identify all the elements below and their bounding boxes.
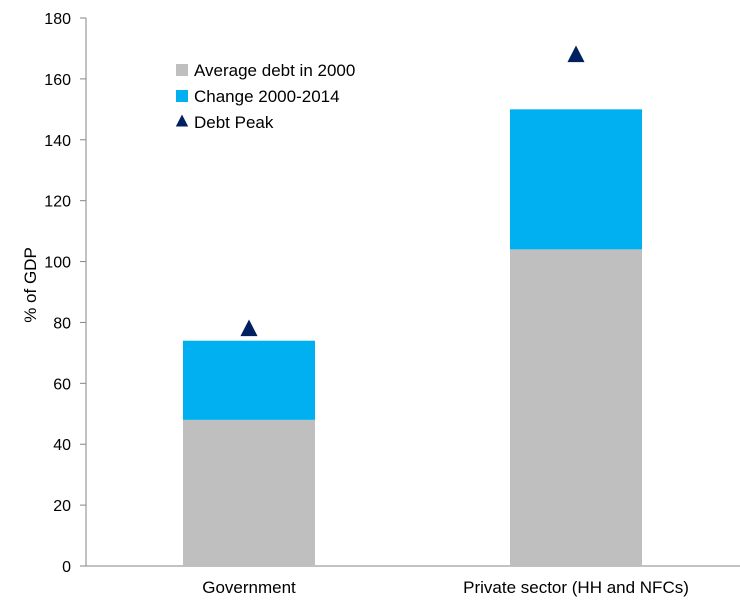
legend-label: Change 2000-2014 (194, 87, 340, 106)
y-tick-label: 140 (44, 133, 71, 150)
y-ticks: 0 20 40 60 80 100 120 140 160 180 (44, 11, 86, 576)
bar-segment (510, 109, 642, 250)
debt-peak-marker (240, 319, 258, 337)
legend-swatch (176, 64, 188, 76)
y-tick-label: 60 (53, 376, 71, 393)
bars (183, 109, 642, 566)
bar-segment (183, 340, 315, 420)
y-tick-label: 120 (44, 194, 71, 211)
legend: Average debt in 2000 Change 2000-2014 Debt… (175, 61, 355, 132)
x-tick-label: Government (202, 578, 296, 597)
legend-label: Average debt in 2000 (194, 61, 355, 80)
x-tick-labels: Government Private sector (HH and NFCs) (202, 578, 689, 597)
y-tick-label: 100 (44, 255, 71, 272)
debt-peak-marker (567, 45, 585, 63)
y-tick-label: 180 (44, 11, 71, 28)
y-tick-label: 80 (53, 315, 71, 332)
y-tick-label: 20 (53, 498, 71, 515)
y-tick-label: 0 (62, 559, 71, 576)
legend-label: Debt Peak (194, 113, 274, 132)
x-tick-label: Private sector (HH and NFCs) (463, 578, 689, 597)
y-tick-label: 160 (44, 72, 71, 89)
legend-marker (175, 114, 189, 127)
bar-segment (510, 249, 642, 566)
legend-swatch (176, 90, 188, 102)
bar-segment (183, 419, 315, 566)
y-tick-label: 40 (53, 437, 71, 454)
markers (240, 45, 585, 337)
y-axis-label: % of GDP (21, 247, 40, 323)
